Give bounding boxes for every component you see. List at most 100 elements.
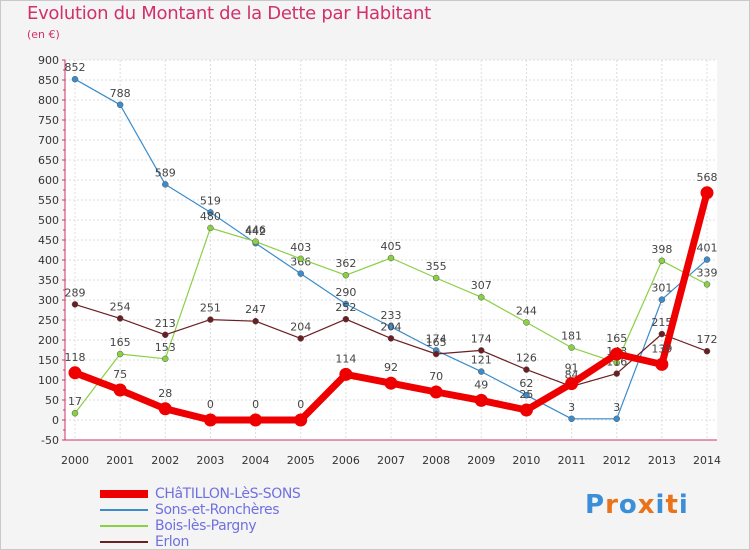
data-label: 788	[110, 87, 131, 100]
data-label: 568	[697, 171, 718, 184]
y-tick-label: 500	[38, 214, 59, 227]
data-point	[252, 238, 259, 245]
y-tick-label: 600	[38, 174, 59, 187]
y-tick-label: 800	[38, 94, 59, 107]
data-point	[68, 366, 82, 380]
x-tick-label: 2010	[512, 454, 540, 467]
logo-letter: x	[637, 490, 656, 520]
data-label: 213	[155, 317, 176, 330]
logo-letter: P	[585, 490, 606, 520]
y-tick-label: 250	[38, 314, 59, 327]
data-label: 0	[297, 398, 304, 411]
data-label: 3	[613, 401, 620, 414]
data-point	[432, 350, 440, 358]
data-point	[568, 415, 575, 423]
data-point	[342, 300, 350, 308]
y-tick-label: 150	[38, 354, 59, 367]
data-point	[342, 315, 350, 323]
data-label: 91	[565, 362, 579, 375]
data-label: 0	[207, 398, 214, 411]
data-point	[203, 413, 217, 427]
data-label: 181	[561, 330, 582, 343]
y-tick-label: 350	[38, 274, 59, 287]
x-tick-label: 2005	[287, 454, 315, 467]
data-label: 362	[335, 257, 356, 270]
data-label: 244	[516, 304, 537, 317]
data-label: 114	[335, 352, 356, 365]
data-point	[478, 293, 485, 301]
data-point	[113, 383, 127, 397]
x-tick-label: 2000	[61, 454, 89, 467]
data-point	[162, 355, 169, 363]
data-label: 442	[245, 225, 266, 238]
data-label: 307	[471, 279, 492, 292]
legend-swatch	[100, 541, 148, 543]
y-tick-label: 450	[38, 234, 59, 247]
data-label: 0	[252, 398, 259, 411]
legend-swatch	[100, 490, 148, 498]
y-tick-label: 650	[38, 154, 59, 167]
data-label: 401	[697, 242, 718, 255]
y-tick-label: 900	[38, 54, 59, 67]
logo-letter: i	[678, 490, 689, 520]
y-tick-label: 550	[38, 194, 59, 207]
data-label: 215	[651, 316, 672, 329]
data-label: 204	[381, 320, 402, 333]
data-label: 480	[200, 210, 221, 223]
data-point	[703, 347, 711, 355]
data-label: 126	[516, 352, 537, 365]
data-label: 339	[697, 266, 718, 279]
data-label: 254	[110, 300, 131, 313]
y-tick-label: 400	[38, 254, 59, 267]
data-label: 165	[606, 332, 627, 345]
y-tick-label: 850	[38, 74, 59, 87]
data-label: 153	[155, 341, 176, 354]
legend-swatch	[100, 509, 148, 511]
data-label: 28	[158, 387, 172, 400]
data-point	[116, 350, 124, 358]
y-tick-label: 100	[38, 374, 59, 387]
legend-label: Bois-lès-Pargny	[155, 518, 257, 534]
x-tick-label: 2002	[151, 454, 179, 467]
data-point	[249, 413, 263, 427]
y-tick-label: -50	[41, 434, 59, 447]
data-label: 62	[519, 377, 533, 390]
data-point	[339, 367, 353, 381]
data-point	[478, 368, 485, 375]
data-point	[387, 323, 395, 331]
data-point	[387, 335, 395, 342]
data-point	[703, 281, 711, 288]
data-point	[342, 271, 350, 279]
data-label: 355	[426, 260, 447, 273]
legend-label: CHâTILLON-LèS-SONS	[155, 486, 301, 502]
data-label: 251	[200, 302, 221, 315]
x-tick-label: 2003	[196, 454, 224, 467]
data-label: 165	[110, 336, 131, 349]
data-point	[610, 347, 624, 361]
data-label: 3	[568, 401, 575, 414]
chart-subtitle: (en €)	[27, 28, 60, 41]
data-label: 247	[245, 303, 266, 316]
data-point	[523, 391, 530, 399]
data-label: 118	[65, 351, 86, 364]
data-label: 75	[113, 368, 127, 381]
data-label: 446	[245, 224, 266, 237]
data-point	[658, 330, 666, 338]
y-tick-label: 700	[38, 134, 59, 147]
data-point	[116, 315, 124, 322]
data-label: 589	[155, 166, 176, 179]
data-label: 366	[290, 256, 311, 269]
data-point	[116, 101, 124, 109]
data-point	[568, 344, 575, 351]
data-label: 139	[651, 342, 672, 355]
data-point	[162, 331, 169, 339]
data-point	[71, 301, 79, 308]
data-point	[519, 403, 533, 417]
x-tick-label: 2012	[603, 454, 631, 467]
data-label: 17	[68, 395, 82, 408]
data-label: 519	[200, 194, 221, 207]
data-point	[613, 415, 620, 423]
data-point	[162, 181, 169, 188]
x-tick-label: 2008	[422, 454, 450, 467]
data-label: 121	[471, 354, 492, 367]
